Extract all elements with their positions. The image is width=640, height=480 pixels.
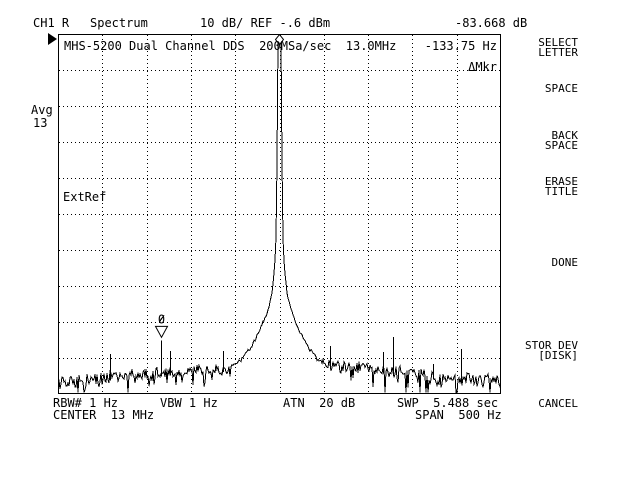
spectrum-trace — [57, 37, 502, 393]
ref-level-arrow-icon — [48, 33, 57, 45]
vbw-readout: VBW 1 Hz — [160, 396, 218, 410]
scale-ref-label: 10 dB/ REF -.6 dBm — [200, 16, 331, 30]
center-freq-readout: CENTER 13 MHz — [53, 408, 155, 422]
softkey-done[interactable]: DONE — [551, 256, 579, 269]
average-label: Avg — [31, 103, 53, 117]
softkey-cancel[interactable]: CANCEL — [538, 397, 578, 410]
average-count: 13 — [33, 116, 48, 130]
softkey-select-letter[interactable]: SELECT LETTER — [538, 36, 578, 59]
atn-readout: ATN 20 dB — [283, 396, 356, 410]
marker-0-icon — [154, 325, 169, 339]
delta-marker-ref-icon — [274, 33, 285, 46]
softkey-back-space[interactable]: BACK SPACE — [544, 129, 578, 152]
marker-amplitude-readout: -83.668 dB — [455, 16, 528, 30]
sweep-readout: SWP 5.488 sec — [397, 396, 499, 410]
rbw-readout: RBW# 1 Hz — [53, 396, 119, 410]
softkey-erase-title[interactable]: ERASE TITLE — [544, 175, 578, 198]
marker-frequency-readout: -133.75 Hz — [424, 39, 497, 53]
delta-marker-label: ΔMkr — [468, 60, 497, 74]
channel-label: CH1 R — [33, 16, 70, 30]
spectrum-plot: 0 — [57, 33, 502, 394]
trace-title: MHS-5200 Dual Channel DDS 200MSa/sec 13.… — [64, 39, 397, 53]
softkey-stor-dev-disk[interactable]: STOR DEV [DISK] — [525, 339, 578, 362]
softkey-space[interactable]: SPACE — [544, 82, 578, 95]
spectrum-trace-canvas: 0 — [57, 33, 502, 394]
marker-0-zero-slash — [158, 315, 165, 323]
ext-ref-indicator: ExtRef — [63, 190, 107, 204]
mode-label: Spectrum — [90, 16, 148, 30]
span-readout: SPAN 500 Hz — [415, 408, 502, 422]
